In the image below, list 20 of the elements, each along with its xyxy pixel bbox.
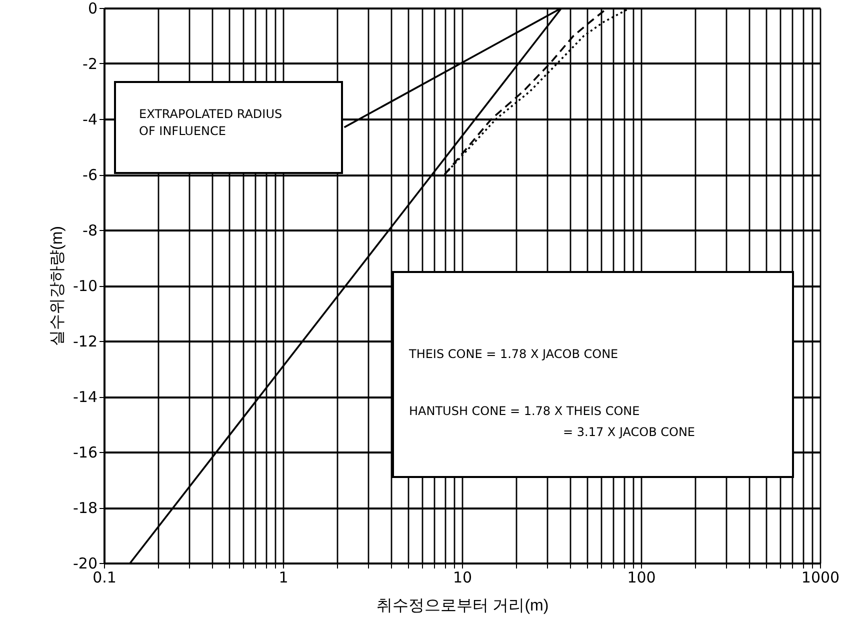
annotation: HANTUSH CONE = 1.78 X THEIS CONE — [409, 404, 640, 418]
x-tick-label: 100 — [627, 568, 656, 586]
x-tick-label: 1000 — [801, 568, 840, 586]
x-tick-label: 10 — [452, 568, 472, 586]
y-tick-label: -10 — [73, 277, 98, 295]
y-tick-label: -2 — [82, 55, 98, 73]
y-tick-label: -16 — [73, 444, 98, 462]
y-tick-label: -14 — [73, 388, 98, 406]
annotation: THEIS CONE = 1.78 X JACOB CONE — [408, 347, 618, 361]
y-tick-label: -12 — [73, 332, 98, 350]
annotation: EXTRAPOLATED RADIUS OF INFLUENCE — [139, 107, 282, 138]
x-axis-title: 취수정으로부터 거리(m) — [376, 598, 549, 614]
y-tick-label: -18 — [73, 499, 98, 517]
y-tick-label: -4 — [82, 110, 98, 128]
y-tick-label: 0 — [88, 0, 98, 18]
annotation: = 3.17 X JACOB CONE — [563, 425, 696, 439]
y-axis-title: 실수위강하량(m) — [49, 226, 66, 346]
x-tick-label: 1 — [278, 568, 288, 586]
y-tick-label: -6 — [82, 166, 98, 184]
y-tick-label: -8 — [82, 222, 98, 240]
